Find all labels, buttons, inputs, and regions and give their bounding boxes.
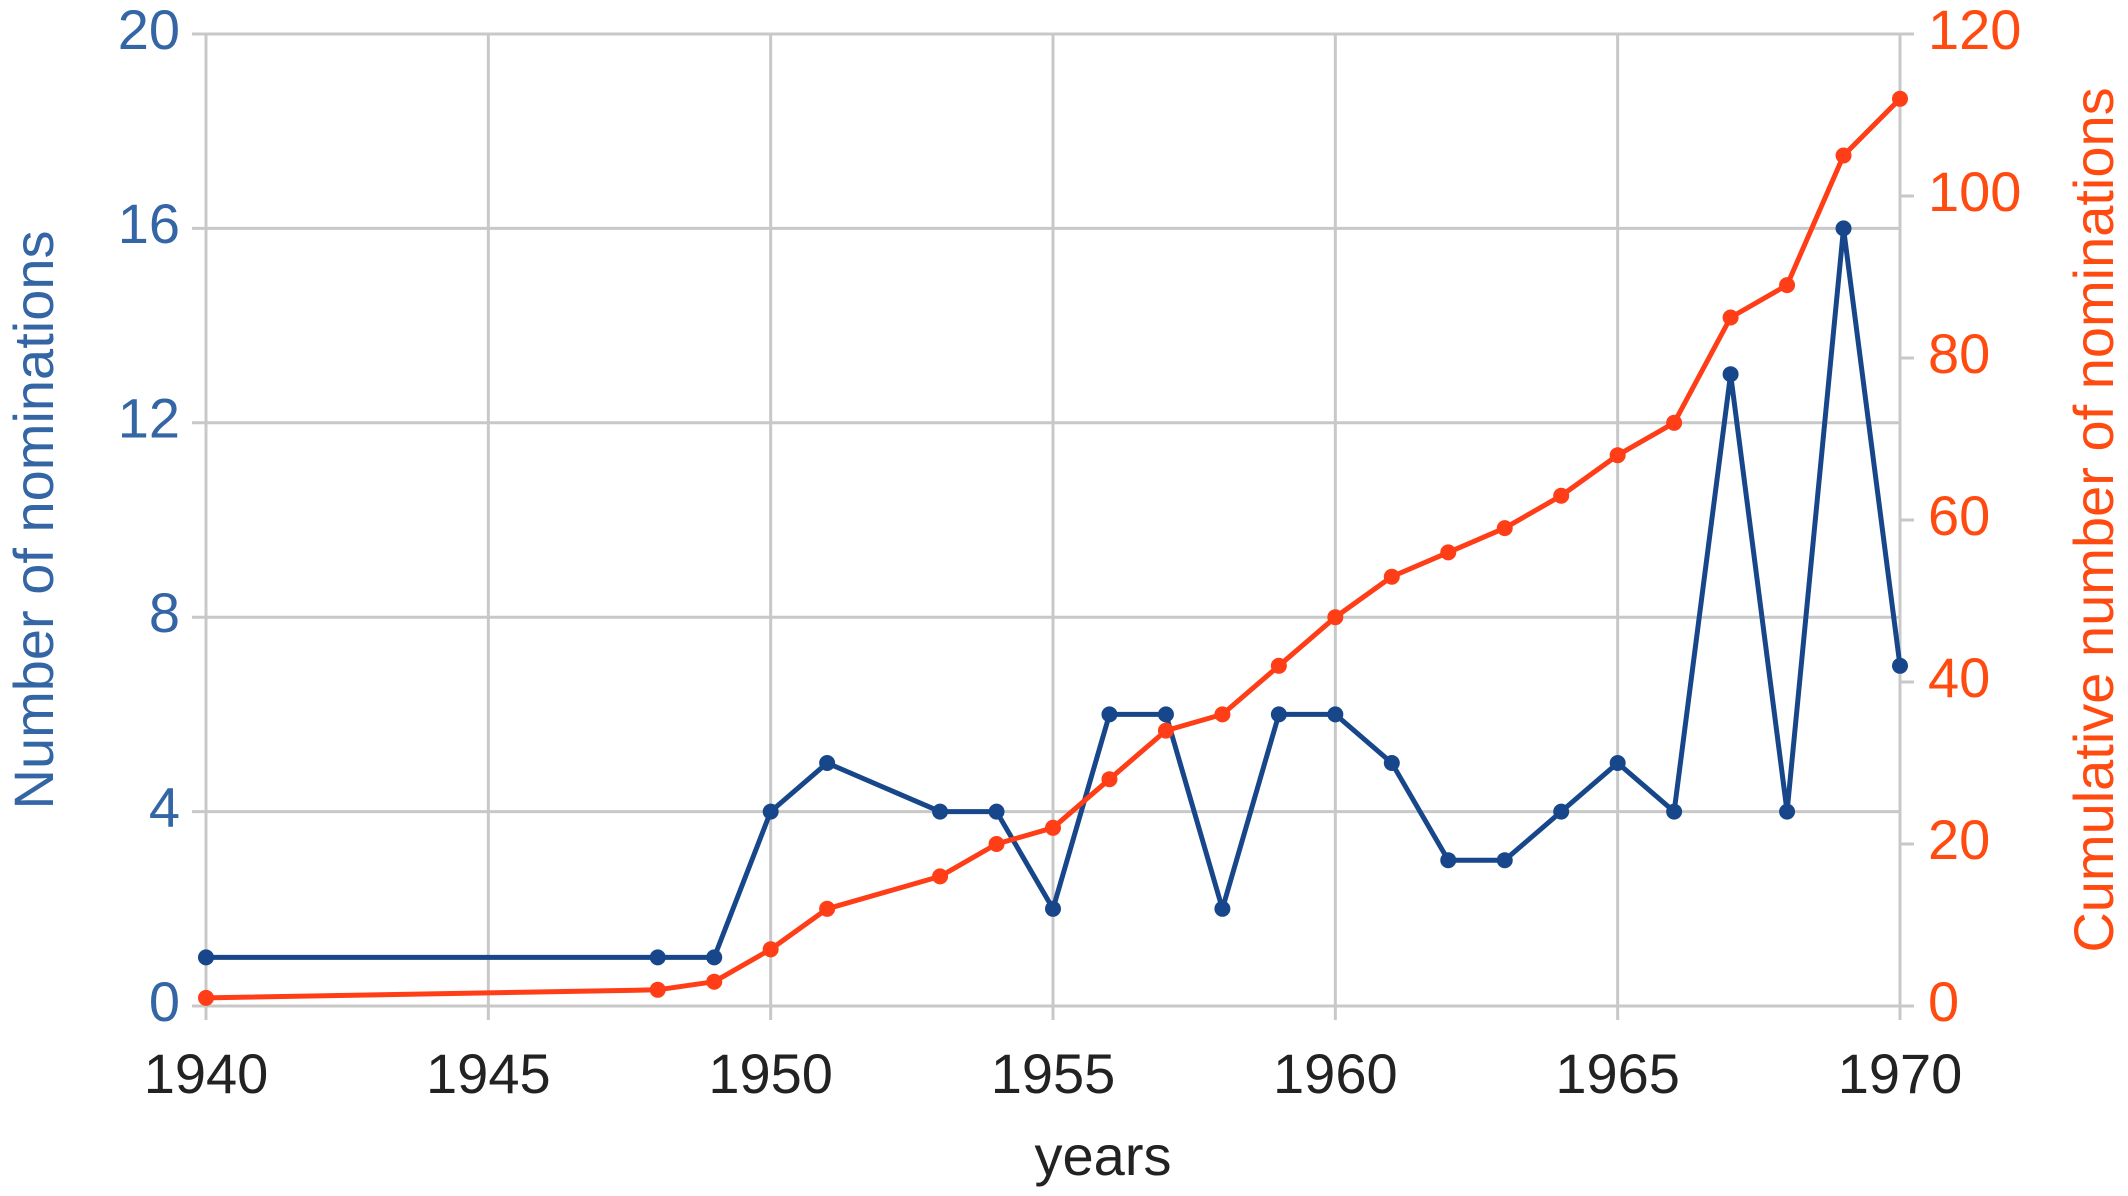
x-tick-label: 1940 (144, 1042, 269, 1105)
point (1779, 803, 1796, 820)
x-axis-title: years (1035, 1124, 1172, 1187)
point (819, 755, 836, 771)
point (198, 949, 214, 966)
y2-tick-label: 40 (1928, 646, 1990, 709)
y2-tick-label: 60 (1928, 484, 1990, 547)
x-tick-label: 1965 (1555, 1042, 1680, 1105)
y2-tick-label: 100 (1928, 160, 2021, 223)
point (1157, 722, 1174, 739)
y2-tick-label: 0 (1928, 970, 1959, 1033)
point (1045, 900, 1061, 917)
point (1835, 147, 1852, 164)
point (1270, 657, 1287, 674)
x-tick-label: 1960 (1273, 1042, 1398, 1105)
point (1779, 277, 1796, 294)
point (1270, 706, 1287, 723)
point (762, 941, 779, 958)
point (1609, 447, 1626, 464)
point (1214, 706, 1231, 723)
y-tick-label: 4 (149, 775, 180, 838)
point (1553, 803, 1570, 820)
x-tick-label: 1945 (426, 1042, 551, 1105)
point (1722, 366, 1739, 383)
point (988, 803, 1005, 820)
point (762, 803, 779, 820)
point (198, 989, 214, 1006)
point (1101, 706, 1118, 723)
y2-tick-label: 120 (1928, 0, 2021, 61)
point (1496, 852, 1513, 869)
y2-tick-label: 20 (1928, 808, 1990, 871)
point (1327, 706, 1344, 723)
y-tick-label: 8 (149, 581, 180, 644)
point (819, 900, 836, 917)
point (1835, 220, 1852, 237)
point (1666, 414, 1683, 431)
point (1440, 544, 1457, 561)
point (649, 949, 666, 966)
point (706, 949, 723, 966)
y2-axis-title: Cumulative number of nominations (2062, 87, 2125, 952)
point (1609, 755, 1626, 771)
point (1101, 771, 1118, 788)
point (1440, 852, 1457, 869)
y-tick-label: 16 (118, 192, 180, 255)
point (1327, 609, 1344, 626)
point (1214, 900, 1231, 917)
y-tick-label: 0 (149, 970, 180, 1033)
point (1722, 309, 1739, 326)
point (1383, 568, 1400, 585)
y-tick-label: 20 (118, 0, 180, 61)
x-tick-label: 1970 (1838, 1042, 1963, 1105)
y2-tick-label: 80 (1928, 322, 1990, 385)
x-tick-label: 1955 (991, 1042, 1116, 1105)
y-tick-label: 12 (118, 387, 180, 450)
point (1666, 803, 1683, 820)
point (932, 868, 949, 885)
point (649, 981, 666, 998)
point (1553, 487, 1570, 504)
y-axis-title: Number of nominations (2, 231, 65, 810)
x-tick-label: 1950 (708, 1042, 833, 1105)
point (1383, 755, 1400, 771)
point (988, 836, 1005, 852)
point (1892, 657, 1908, 674)
point (1892, 90, 1908, 107)
point (706, 973, 723, 990)
point (1045, 819, 1061, 836)
point (932, 803, 949, 820)
point (1157, 706, 1174, 723)
point (1496, 520, 1513, 537)
